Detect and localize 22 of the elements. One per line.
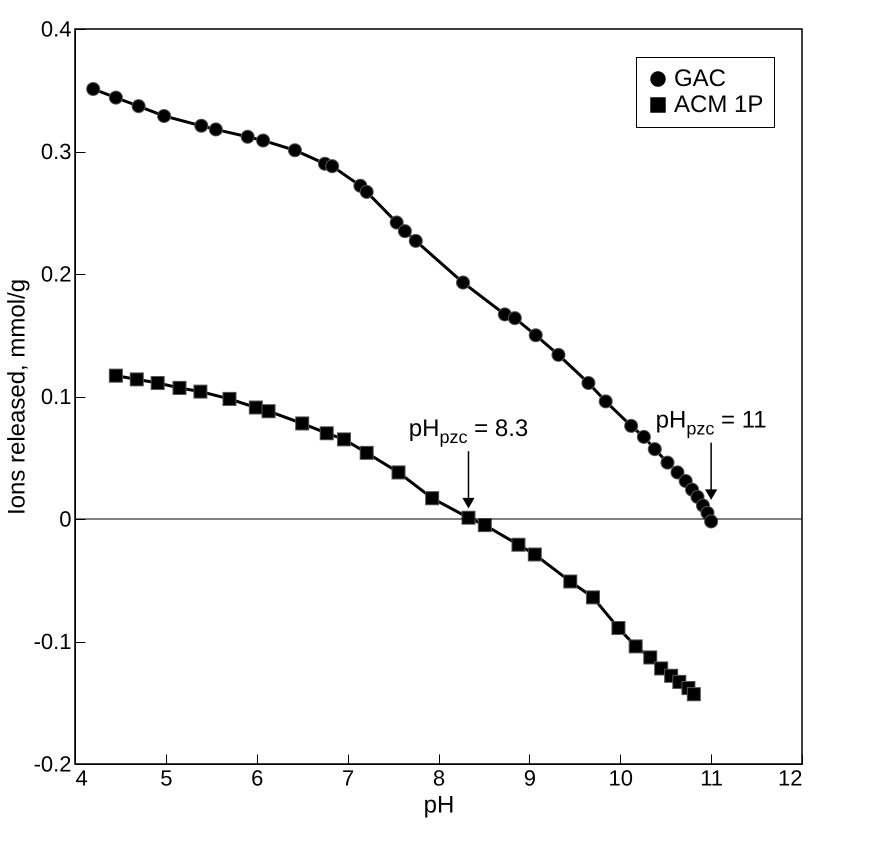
x-tick-label: 9: [524, 766, 536, 790]
x-tick-label: 8: [432, 766, 446, 790]
x-tick-label: 6: [251, 766, 264, 790]
x-tick-label: 5: [160, 766, 172, 790]
x-tick-label: 11: [700, 766, 724, 790]
legend-label: ACM 1P: [674, 91, 764, 118]
y-axis-title: Ions released, mmol/g: [4, 278, 31, 516]
y-tick-label: -0.2: [34, 752, 72, 776]
x-tick-label: 4: [76, 766, 88, 790]
y-tick-label: 0.3: [40, 139, 72, 164]
y-tick-label: -0.1: [34, 629, 72, 654]
y-tick-label: 0.4: [40, 16, 72, 42]
y-tick-label: 0.2: [40, 262, 72, 286]
x-axis-title: pH: [424, 792, 454, 818]
annotation: pH$_{pzc}$ = 8.3: [408, 415, 528, 448]
x-tick-label: 7: [342, 766, 354, 790]
y-tick-label: 0: [59, 506, 72, 532]
x-tick-label: 10: [608, 766, 633, 790]
y-tick-label: 0.1: [40, 384, 72, 409]
annotation: pH$_{pzc}$ = 11: [656, 406, 767, 439]
legend-label: GAC: [674, 65, 726, 92]
x-tick-label: 12: [778, 766, 802, 790]
